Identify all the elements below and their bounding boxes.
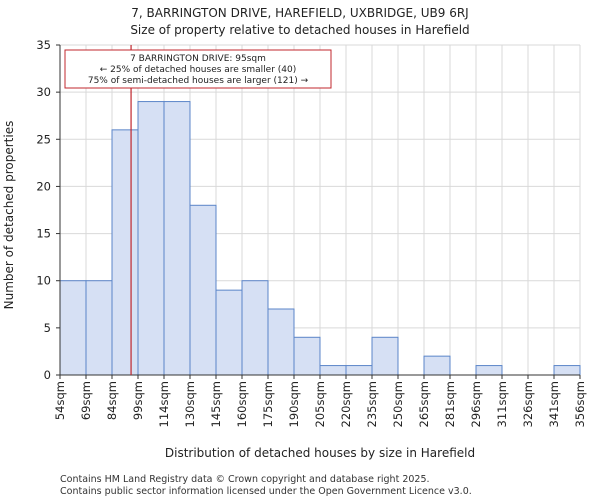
- x-tick-label: 341sqm: [547, 381, 561, 427]
- y-tick-label: 35: [36, 38, 51, 52]
- x-tick-label: 296sqm: [469, 381, 483, 427]
- x-tick-label: 356sqm: [573, 381, 587, 427]
- y-tick-label: 10: [36, 274, 51, 288]
- x-tick-label: 160sqm: [235, 381, 249, 427]
- bar: [293, 336, 321, 376]
- bar: [345, 365, 373, 376]
- y-tick-label: 15: [36, 227, 51, 241]
- bar: [319, 365, 347, 376]
- bars: [59, 101, 581, 376]
- annotation-line-3: 75% of semi-detached houses are larger (…: [88, 76, 309, 86]
- y-tick-label: 20: [36, 179, 51, 193]
- bar: [423, 355, 451, 376]
- x-tick-label: 145sqm: [209, 381, 223, 427]
- y-tick-label: 25: [36, 132, 51, 146]
- x-tick-labels: 54sqm 69sqm 84sqm 99sqm 114sqm 130sqm 145sqm 16…: [53, 375, 587, 427]
- x-tick-label: 130sqm: [183, 381, 197, 427]
- x-tick-label: 190sqm: [287, 381, 301, 427]
- y-tick-labels: 0 5 10 15 20 25 30 35: [36, 38, 60, 382]
- bar: [215, 289, 243, 376]
- bar: [163, 101, 191, 376]
- bar: [553, 365, 581, 376]
- x-axis-label: Distribution of detached houses by size …: [165, 446, 475, 460]
- x-tick-label: 54sqm: [53, 381, 67, 420]
- x-tick-label: 311sqm: [495, 381, 509, 427]
- bar: [59, 280, 87, 376]
- x-tick-label: 220sqm: [339, 381, 353, 427]
- x-tick-label: 99sqm: [131, 381, 145, 420]
- y-axis-label: Number of detached properties: [2, 121, 16, 310]
- annotation-line-2: ← 25% of detached houses are smaller (40…: [100, 65, 297, 75]
- bar: [241, 280, 269, 376]
- bar: [111, 129, 139, 376]
- bar: [137, 101, 165, 376]
- bar: [189, 204, 217, 376]
- bar: [475, 365, 503, 376]
- x-tick-label: 175sqm: [261, 381, 275, 427]
- chart-title: 7, BARRINGTON DRIVE, HAREFIELD, UXBRIDGE…: [131, 6, 468, 20]
- x-tick-label: 250sqm: [391, 381, 405, 427]
- x-tick-label: 265sqm: [417, 381, 431, 427]
- x-tick-label: 235sqm: [365, 381, 379, 427]
- annotation-box: [64, 49, 332, 89]
- x-tick-label: 114sqm: [157, 381, 171, 427]
- x-tick-label: 205sqm: [313, 381, 327, 427]
- footer-line-1: Contains HM Land Registry data © Crown c…: [60, 474, 430, 485]
- x-tick-label: 69sqm: [79, 381, 93, 420]
- bar: [267, 308, 295, 376]
- y-tick-label: 0: [44, 368, 51, 382]
- bar: [371, 336, 399, 376]
- y-tick-label: 30: [36, 85, 51, 99]
- x-tick-label: 281sqm: [443, 381, 457, 427]
- annotation-line-1: 7 BARRINGTON DRIVE: 95sqm: [130, 54, 266, 64]
- footer-line-2: Contains public sector information licen…: [60, 486, 472, 497]
- x-tick-label: 326sqm: [521, 381, 535, 427]
- bar: [85, 280, 113, 376]
- x-tick-label: 84sqm: [105, 381, 119, 420]
- chart-subtitle: Size of property relative to detached ho…: [130, 23, 469, 37]
- y-tick-label: 5: [44, 321, 51, 335]
